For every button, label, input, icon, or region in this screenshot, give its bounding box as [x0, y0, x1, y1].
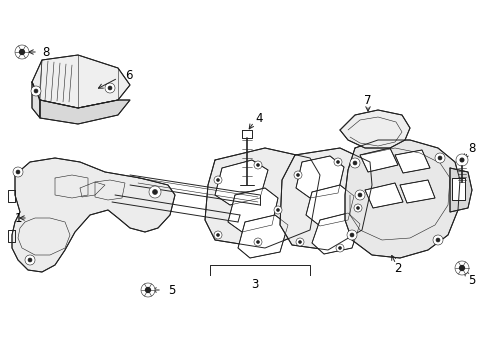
Text: 3: 3 [251, 279, 259, 292]
Polygon shape [395, 150, 430, 173]
Circle shape [354, 204, 362, 212]
Circle shape [334, 158, 342, 166]
Circle shape [276, 208, 279, 212]
Circle shape [105, 83, 115, 93]
Polygon shape [40, 100, 130, 124]
Polygon shape [32, 55, 130, 108]
Polygon shape [296, 156, 344, 198]
Circle shape [31, 86, 41, 96]
Circle shape [455, 261, 469, 275]
Circle shape [337, 161, 340, 163]
Circle shape [28, 258, 32, 262]
Polygon shape [306, 185, 354, 226]
Polygon shape [12, 158, 175, 272]
Circle shape [152, 189, 157, 194]
Circle shape [149, 186, 161, 198]
Circle shape [298, 240, 301, 243]
Polygon shape [340, 110, 410, 148]
Circle shape [358, 193, 362, 197]
Circle shape [15, 45, 29, 59]
Circle shape [350, 233, 354, 237]
Text: 1: 1 [15, 212, 22, 225]
Polygon shape [345, 140, 460, 258]
Circle shape [438, 156, 442, 160]
Text: 8: 8 [42, 45, 49, 59]
Polygon shape [280, 148, 372, 250]
Polygon shape [450, 168, 472, 212]
Circle shape [357, 207, 360, 210]
Text: 8: 8 [468, 141, 476, 154]
Text: 2: 2 [394, 261, 402, 275]
Circle shape [456, 154, 468, 166]
Circle shape [145, 287, 151, 293]
Circle shape [296, 174, 299, 176]
Text: 5: 5 [168, 284, 175, 297]
Circle shape [214, 231, 222, 239]
Circle shape [459, 265, 465, 271]
Circle shape [339, 247, 342, 249]
Circle shape [256, 240, 260, 243]
Circle shape [108, 86, 112, 90]
Circle shape [34, 89, 38, 93]
Polygon shape [205, 148, 320, 248]
Circle shape [214, 176, 222, 184]
Polygon shape [360, 148, 398, 172]
Polygon shape [215, 160, 268, 205]
Circle shape [436, 238, 440, 242]
Text: 7: 7 [364, 94, 372, 107]
Circle shape [256, 163, 260, 166]
Circle shape [217, 179, 220, 181]
Polygon shape [228, 188, 278, 232]
Circle shape [296, 238, 304, 246]
Circle shape [16, 170, 20, 174]
Circle shape [274, 206, 282, 214]
Circle shape [141, 283, 155, 297]
Polygon shape [238, 215, 288, 258]
Circle shape [254, 238, 262, 246]
Circle shape [350, 158, 360, 168]
Circle shape [217, 234, 220, 237]
Circle shape [13, 167, 23, 177]
Polygon shape [365, 183, 403, 208]
Polygon shape [452, 178, 465, 200]
Circle shape [19, 49, 25, 55]
Circle shape [25, 255, 35, 265]
Text: 5: 5 [468, 274, 476, 287]
Circle shape [336, 244, 344, 252]
Circle shape [355, 190, 365, 200]
Circle shape [347, 230, 357, 240]
Text: 4: 4 [255, 112, 263, 125]
Text: 6: 6 [125, 68, 132, 81]
Circle shape [460, 158, 465, 162]
Circle shape [353, 161, 357, 165]
Polygon shape [400, 180, 435, 203]
Circle shape [294, 171, 302, 179]
Circle shape [254, 161, 262, 169]
Circle shape [435, 153, 445, 163]
Circle shape [433, 235, 443, 245]
Polygon shape [32, 82, 40, 118]
Polygon shape [312, 213, 360, 254]
